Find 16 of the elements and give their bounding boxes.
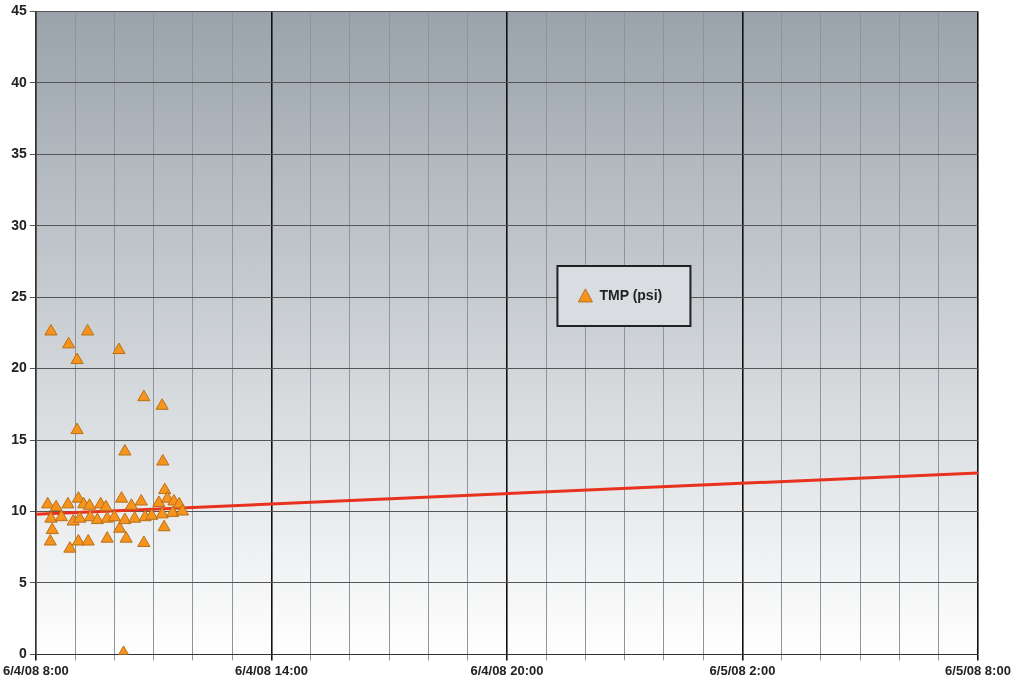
x-tick-label: 6/4/08 14:00 [234, 662, 308, 678]
x-tick-label: 6/4/08 8:00 [3, 662, 69, 678]
y-tick-label: 40 [11, 73, 28, 90]
y-tick-label: 25 [11, 288, 28, 305]
y-tick-label: 10 [11, 502, 28, 519]
legend-label: TMP (psi) [599, 286, 663, 303]
x-tick-label: 6/5/08 2:00 [709, 662, 776, 678]
y-tick-label: 15 [11, 430, 28, 447]
y-tick-label: 30 [11, 216, 28, 233]
y-tick-label: 45 [11, 2, 28, 19]
x-tick-label: 6/5/08 8:00 [945, 662, 1011, 678]
y-tick-label: 5 [19, 573, 28, 590]
y-tick-label: 35 [11, 145, 28, 162]
x-tick-label: 6/4/08 20:00 [470, 662, 544, 678]
y-tick-label: 20 [11, 359, 28, 376]
y-tick-label: 0 [19, 645, 28, 662]
